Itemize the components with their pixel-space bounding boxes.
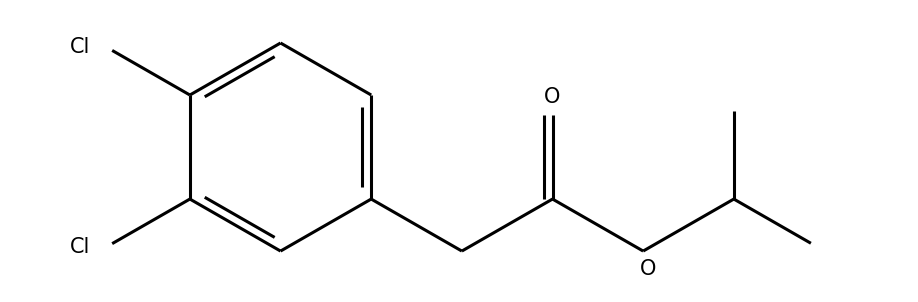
Text: O: O (544, 87, 561, 107)
Text: Cl: Cl (70, 236, 90, 257)
Text: O: O (640, 259, 656, 279)
Text: Cl: Cl (70, 37, 90, 57)
